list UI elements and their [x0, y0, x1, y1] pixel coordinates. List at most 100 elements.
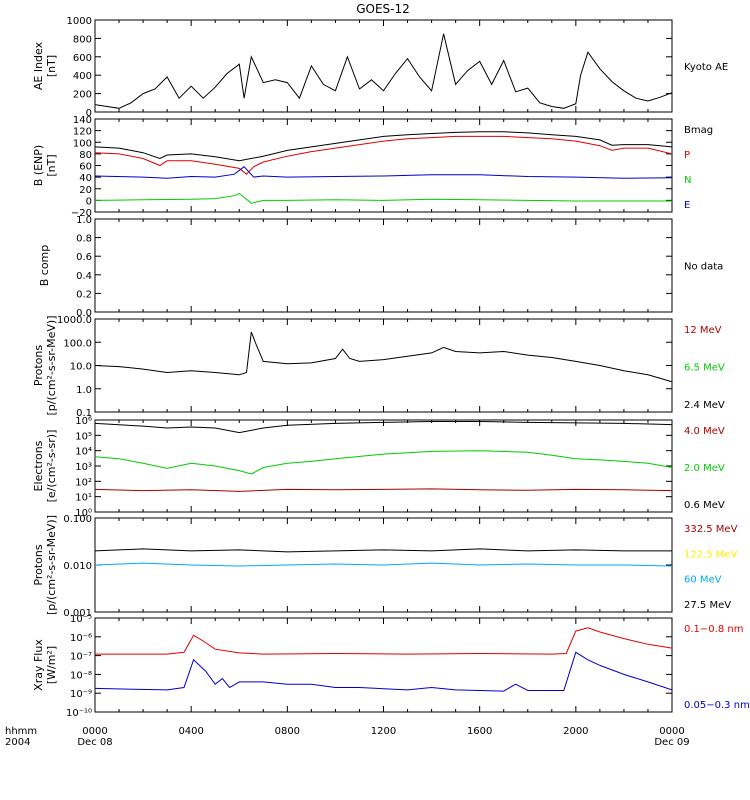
legend-label: 332.5 MeV: [684, 524, 738, 535]
panel-frame: [94, 318, 673, 413]
y-tick-label: 0.100: [63, 514, 92, 525]
y-axis-label: [nT]: [45, 154, 58, 176]
y-tick-label: 1000: [67, 16, 92, 27]
series-line: [95, 548, 672, 553]
panel-protons_low: 0.1 1.0 10.0 100.0 1000.0 Protons [p/(cm²-s-sr…: [32, 315, 725, 419]
y-tick-label: 1000.0: [57, 315, 92, 326]
y-axis-label: Xray Flux: [32, 639, 45, 691]
legend-label: E: [684, 200, 690, 211]
y-tick-label: 100: [73, 138, 92, 149]
series-line: [95, 421, 672, 434]
series-line: [95, 166, 672, 179]
series-line: [95, 450, 672, 475]
y-axis-label: [e/(cm²-s-sr)]: [45, 430, 58, 503]
x-date-label: Dec 08: [77, 737, 112, 748]
x-tick-label: 1600: [467, 726, 492, 737]
panel-bcomp: 0.0 0.2 0.4 0.6 0.8 1.0 B comp No data: [38, 215, 723, 319]
y-tick-label: 200: [73, 90, 92, 101]
y-tick-label: 100.0: [63, 338, 92, 349]
x-tick-label: 0000: [659, 726, 684, 737]
series-line: [95, 131, 672, 162]
y-tick-label: 0: [86, 108, 92, 119]
x-tick-label: 0800: [275, 726, 300, 737]
y-tick-label: 10⁰: [75, 508, 92, 519]
legend-label: 6.5 MeV: [684, 363, 725, 374]
legend-label: P: [684, 150, 690, 161]
y-axis-label: [p/(cm²-s-sr-MeV)]: [45, 515, 58, 615]
y-tick-label: 10⁶: [75, 416, 92, 427]
series-line: [95, 135, 672, 175]
y-tick-label: 1.0: [76, 385, 92, 396]
panel-ae: 0 200 400 600 800 1000 AE Index [nT] Kyoto AE: [32, 16, 728, 119]
legend-label: 122.5 MeV: [684, 549, 738, 560]
x-corner-label: 2004: [5, 737, 30, 748]
series-line: [95, 562, 672, 567]
y-tick-label: 0.0: [76, 308, 92, 319]
series-line: [95, 192, 672, 204]
x-tick-label: 2000: [563, 726, 588, 737]
y-tick-label: 0.6: [76, 252, 92, 263]
x-tick-label: 0000: [82, 726, 107, 737]
y-tick-label: 20: [79, 185, 92, 196]
legend-label: 12 MeV: [684, 325, 722, 336]
legend-label: Bmag: [684, 125, 713, 136]
y-tick-label: 0.1: [76, 408, 92, 419]
y-tick-label: 120: [73, 127, 92, 138]
y-tick-label: 0: [86, 196, 92, 207]
y-tick-label: 0.2: [76, 289, 92, 300]
series-line: [95, 488, 672, 492]
legend-label: 60 MeV: [684, 575, 722, 586]
y-tick-label: 0.4: [76, 271, 92, 282]
y-tick-label: 10⁻⁸: [70, 670, 92, 681]
y-axis-label: Protons: [32, 544, 45, 585]
x-tick-label: 1200: [371, 726, 396, 737]
y-tick-label: 60: [79, 162, 92, 173]
series-line: [95, 331, 672, 383]
panel-protons_high: 0.001 0.010 0.100 Protons [p/(cm²-s-sr-MeV)]…: [32, 514, 738, 619]
legend-label: 0.6 MeV: [684, 500, 725, 511]
panel-frame: [94, 19, 673, 113]
legend-label: N: [684, 175, 691, 186]
y-tick-label: 0.010: [63, 561, 92, 572]
y-axis-label: B comp: [38, 245, 51, 287]
y-axis-label: [W/m²]: [45, 646, 58, 684]
y-tick-label: 10⁻⁹: [70, 689, 92, 700]
panel-xray: 10⁻¹⁰ 10⁻⁹ 10⁻⁸ 10⁻⁷ 10⁻⁶ 10⁻⁵ Xray Flux [W/m²]…: [32, 614, 750, 719]
panel-frame: [94, 218, 673, 313]
x-date-label: Dec 09: [654, 737, 689, 748]
x-tick-label: 0400: [178, 726, 203, 737]
series-line: [95, 33, 672, 109]
y-tick-label: 10⁻⁵: [70, 614, 92, 625]
y-axis-label: Electrons: [32, 440, 45, 491]
y-tick-label: 600: [73, 53, 92, 64]
legend-label: 27.5 MeV: [684, 600, 731, 611]
y-tick-label: 10⁻⁶: [70, 633, 92, 644]
y-tick-label: 80: [79, 150, 92, 161]
panel-frame: [94, 118, 673, 213]
chart-title: GOES-12: [356, 2, 410, 16]
legend-label: No data: [684, 262, 723, 273]
y-axis-label: B (ENP): [32, 145, 45, 186]
y-tick-label: 10⁴: [75, 447, 92, 458]
legend-label: 0.1−0.8 nm: [684, 624, 743, 635]
panel-frame: [94, 617, 673, 713]
y-tick-label: 10⁻⁷: [70, 652, 92, 663]
series-line: [95, 627, 672, 655]
y-tick-label: 1.0: [76, 215, 92, 226]
legend-label: 4.0 MeV: [684, 426, 725, 437]
y-tick-label: 10¹: [75, 493, 92, 504]
y-tick-label: 0.8: [76, 234, 92, 245]
x-corner-label: hhmm: [5, 726, 37, 737]
series-line: [95, 651, 672, 692]
panel-electrons: 10⁰ 10¹ 10² 10³ 10⁴ 10⁵ 10⁶ Electrons [e/(cm²-s-…: [32, 416, 725, 519]
legend-label: 2.0 MeV: [684, 463, 725, 474]
y-tick-label: 10²: [75, 477, 92, 488]
y-tick-label: 40: [79, 173, 92, 184]
y-tick-label: 10⁵: [75, 431, 92, 442]
y-tick-label: 400: [73, 71, 92, 82]
y-tick-label: 10⁻¹⁰: [66, 708, 92, 719]
legend-label: Kyoto AE: [684, 62, 728, 73]
